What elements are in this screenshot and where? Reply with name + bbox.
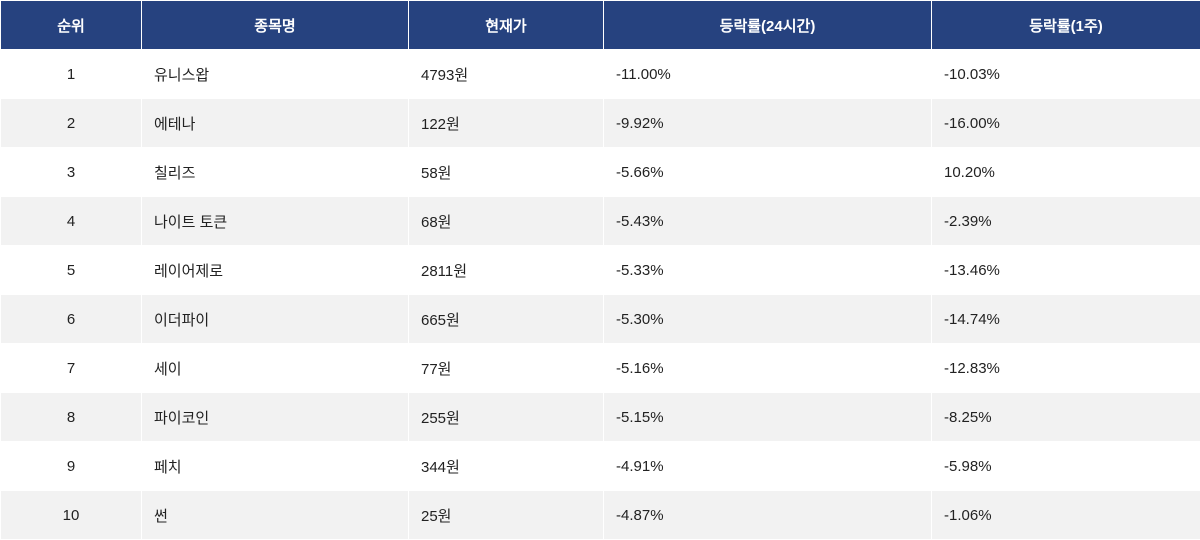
- table-cell: 페치: [141, 441, 409, 491]
- table-cell: 10: [0, 490, 142, 540]
- table-cell: -1.06%: [931, 490, 1200, 540]
- table-cell: -5.43%: [603, 196, 932, 246]
- table-cell: -14.74%: [931, 294, 1200, 344]
- table-row: 2 에테나 122원 -9.92% -16.00%: [0, 98, 1200, 148]
- header-row: 순위 종목명 현재가 등락률(24시간) 등락률(1주): [0, 0, 1200, 50]
- table-row: 9 페치 344원 -4.91% -5.98%: [0, 441, 1200, 491]
- table-cell: 255원: [408, 392, 604, 442]
- table-cell: 58원: [408, 147, 604, 197]
- table-cell: 122원: [408, 98, 604, 148]
- table-body: 1 유니스왑 4793원 -11.00% -10.03% 2 에테나 122원 -9.92% -1…: [0, 49, 1200, 540]
- table-cell: -5.66%: [603, 147, 932, 197]
- table-cell: -5.16%: [603, 343, 932, 393]
- table-row: 6 이더파이 665원 -5.30% -14.74%: [0, 294, 1200, 344]
- table-cell: 10.20%: [931, 147, 1200, 197]
- table-cell: -9.92%: [603, 98, 932, 148]
- table-cell: 4: [0, 196, 142, 246]
- table-cell: 나이트 토큰: [141, 196, 409, 246]
- table-row: 8 파이코인 255원 -5.15% -8.25%: [0, 392, 1200, 442]
- table-cell: 25원: [408, 490, 604, 540]
- table-cell: -4.87%: [603, 490, 932, 540]
- table-cell: -11.00%: [603, 49, 932, 99]
- table-cell: -16.00%: [931, 98, 1200, 148]
- table-row: 7 세이 77원 -5.16% -12.83%: [0, 343, 1200, 393]
- table-cell: 1: [0, 49, 142, 99]
- table-cell: 5: [0, 245, 142, 295]
- column-header: 현재가: [408, 0, 604, 50]
- table-row: 3 칠리즈 58원 -5.66% 10.20%: [0, 147, 1200, 197]
- table-cell: 3: [0, 147, 142, 197]
- table-cell: 665원: [408, 294, 604, 344]
- table-cell: 2: [0, 98, 142, 148]
- table-cell: 2811원: [408, 245, 604, 295]
- table-cell: 7: [0, 343, 142, 393]
- table-cell: 칠리즈: [141, 147, 409, 197]
- table-cell: 9: [0, 441, 142, 491]
- table-cell: 유니스왑: [141, 49, 409, 99]
- column-header: 등락률(24시간): [603, 0, 932, 50]
- table-cell: 344원: [408, 441, 604, 491]
- table-header: 순위 종목명 현재가 등락률(24시간) 등락률(1주): [0, 0, 1200, 50]
- column-header: 순위: [0, 0, 142, 50]
- table-row: 5 레이어제로 2811원 -5.33% -13.46%: [0, 245, 1200, 295]
- table-cell: -13.46%: [931, 245, 1200, 295]
- table-row: 10 썬 25원 -4.87% -1.06%: [0, 490, 1200, 540]
- table-cell: -8.25%: [931, 392, 1200, 442]
- table-cell: 파이코인: [141, 392, 409, 442]
- column-header: 종목명: [141, 0, 409, 50]
- table-cell: 6: [0, 294, 142, 344]
- table-cell: -5.30%: [603, 294, 932, 344]
- table-cell: -10.03%: [931, 49, 1200, 99]
- table-row: 4 나이트 토큰 68원 -5.43% -2.39%: [0, 196, 1200, 246]
- table-cell: -5.98%: [931, 441, 1200, 491]
- table-cell: -4.91%: [603, 441, 932, 491]
- table-cell: 77원: [408, 343, 604, 393]
- table-cell: 레이어제로: [141, 245, 409, 295]
- table-cell: 썬: [141, 490, 409, 540]
- table-cell: 에테나: [141, 98, 409, 148]
- column-header: 등락률(1주): [931, 0, 1200, 50]
- table-cell: -5.33%: [603, 245, 932, 295]
- table-cell: 8: [0, 392, 142, 442]
- table-row: 1 유니스왑 4793원 -11.00% -10.03%: [0, 49, 1200, 99]
- table-cell: 이더파이: [141, 294, 409, 344]
- table-cell: 4793원: [408, 49, 604, 99]
- table-cell: -5.15%: [603, 392, 932, 442]
- table-cell: -2.39%: [931, 196, 1200, 246]
- table-cell: 68원: [408, 196, 604, 246]
- table-cell: 세이: [141, 343, 409, 393]
- table-cell: -12.83%: [931, 343, 1200, 393]
